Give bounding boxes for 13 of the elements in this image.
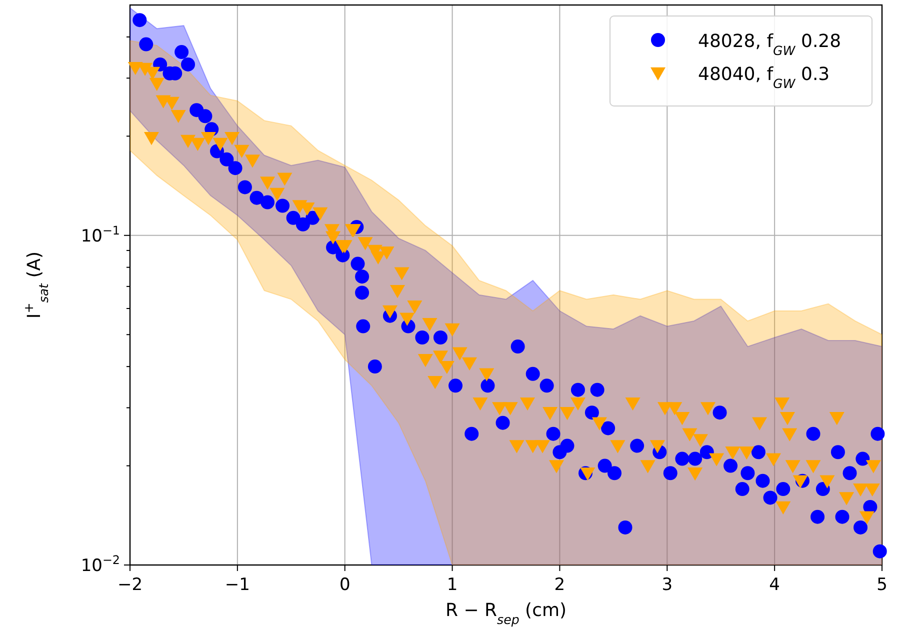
x-tick-label: 0 [339, 575, 350, 595]
y-tick-label: 10$^{−1}$ [80, 223, 120, 246]
x-axis-title: R − R$_{sep}$ (cm) [445, 600, 567, 626]
x-tick-label: −1 [224, 575, 250, 595]
legend-label: 48028, f$_{GW}$ 0.28 [698, 31, 842, 58]
x-tick-label: 3 [662, 575, 673, 595]
x-tick-label: 5 [876, 575, 888, 595]
x-tick-label: 2 [554, 575, 566, 595]
x-tick-label: 4 [769, 575, 780, 595]
y-tick-label: 10$^{−2}$ [80, 553, 120, 576]
legend-label: 48040, f$_{GW}$ 0.3 [698, 64, 830, 90]
x-tick-label: 1 [446, 575, 458, 595]
x-tick-label: −2 [117, 575, 143, 595]
